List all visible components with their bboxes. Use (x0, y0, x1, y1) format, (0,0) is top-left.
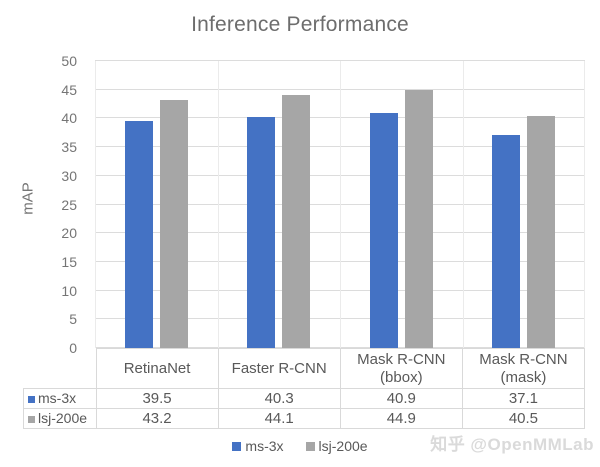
bar-ms-3x-faster-r-cnn (247, 116, 276, 348)
bar-group-2 (218, 61, 341, 348)
y-tick-label-0: 0 (69, 340, 77, 356)
column-header-mask-r-cnn-mask-: Mask R-CNN (mask) (461, 348, 586, 389)
bar-group-1 (95, 61, 218, 348)
bar-lsj-200e-faster-r-cnn (282, 94, 311, 348)
y-tick-label-30: 30 (61, 167, 77, 184)
row-label-ms-3x: ms-3x (23, 388, 97, 409)
bar-lsj-200e-retinanet (159, 100, 188, 348)
data-table-body: ms-3x 39.5 40.3 40.9 37.1 lsj-200e 43.2 44.1 44.… (23, 388, 586, 429)
bar-lsj-200e-mask-r-cnn-bbox- (404, 90, 433, 348)
column-header-faster-r-cnn: Faster R-CNN (217, 348, 341, 389)
bar-ms-3x-retinanet (124, 121, 153, 348)
bar-pair (218, 61, 341, 348)
cell-lsj-200e-4: 40.5 (461, 408, 586, 429)
y-tick-label-25: 25 (61, 196, 77, 213)
gridline-y-50 (95, 60, 585, 61)
series-swatch-icon (28, 416, 35, 424)
chart-data-table: RetinaNet Faster R-CNN Mask R-CNN (bbox) Ma… (23, 348, 586, 429)
column-header-mask-r-cnn-bbox-: Mask R-CNN (bbox) (339, 348, 463, 389)
y-tick-label-45: 45 (61, 81, 77, 98)
y-tick-label-5: 5 (69, 311, 77, 328)
bar-ms-3x-mask-r-cnn-bbox- (369, 113, 398, 348)
y-tick-label-35: 35 (61, 139, 77, 156)
category-separator-line (95, 61, 96, 348)
plot-area (95, 60, 586, 348)
table-corner-cell (24, 349, 97, 389)
legend-item-ms-3x: ms-3x (232, 438, 284, 454)
bar-pair (463, 61, 586, 348)
table-row-ms-3x: ms-3x 39.5 40.3 40.9 37.1 (23, 388, 586, 409)
bar-pair (340, 61, 463, 348)
legend-swatch-icon (305, 441, 315, 451)
legend-item-lsj-200e: lsj-200e (305, 438, 368, 454)
category-separator-line (340, 61, 341, 348)
cell-lsj-200e-2: 44.1 (217, 408, 341, 429)
legend-swatch-icon (232, 441, 242, 451)
chart-legend: ms-3x lsj-200e (0, 438, 600, 454)
cell-ms-3x-3: 40.9 (339, 388, 463, 409)
y-tick-label-10: 10 (61, 282, 77, 299)
chart-title: Inference Performance (191, 13, 409, 36)
y-tick-label-40: 40 (61, 110, 77, 127)
y-tick-label-15: 15 (61, 253, 77, 270)
row-label-lsj-200e: lsj-200e (23, 408, 97, 429)
column-header-retinanet: RetinaNet (95, 348, 219, 389)
legend-label: ms-3x (245, 438, 284, 454)
y-tick-label-20: 20 (61, 225, 77, 242)
table-row-lsj-200e: lsj-200e 43.2 44.1 44.9 40.5 (23, 408, 586, 429)
cell-lsj-200e-3: 44.9 (339, 408, 463, 429)
bar-ms-3x-mask-r-cnn-mask- (492, 135, 521, 348)
y-axis-title: mAP (19, 182, 37, 215)
cell-ms-3x-1: 39.5 (95, 388, 219, 409)
y-tick-label-50: 50 (61, 53, 77, 69)
cell-ms-3x-2: 40.3 (217, 388, 341, 409)
bar-group-4 (463, 61, 586, 348)
bar-group-3 (340, 61, 463, 348)
bar-pair (95, 61, 218, 348)
category-separator-line (462, 61, 464, 348)
data-table-header: RetinaNet Faster R-CNN Mask R-CNN (bbox) Ma… (24, 348, 586, 389)
cell-ms-3x-4: 37.1 (461, 388, 586, 409)
legend-label: lsj-200e (318, 438, 368, 454)
series-swatch-icon (28, 396, 35, 404)
bar-lsj-200e-mask-r-cnn-mask- (527, 115, 556, 348)
watermark-text: 知乎 @OpenMMLab (430, 435, 594, 454)
y-axis-tick-labels: 0 5 10 15 20 25 30 35 40 45 50 (38, 53, 86, 356)
cell-lsj-200e-1: 43.2 (95, 408, 219, 429)
category-separator-line (584, 61, 585, 348)
category-separator-line (217, 61, 219, 348)
table-header-row: RetinaNet Faster R-CNN Mask R-CNN (bbox) Ma… (24, 348, 586, 389)
